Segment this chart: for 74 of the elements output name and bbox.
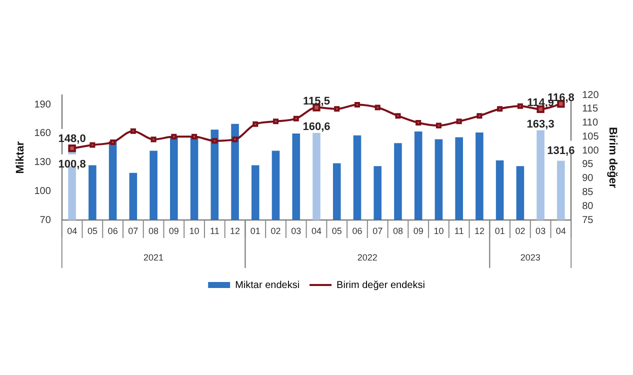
point — [232, 136, 238, 142]
y-tick-label: 100 — [34, 186, 52, 197]
x-tick-label: 10 — [189, 226, 200, 236]
legend-label: Miktar endeksi — [235, 280, 300, 291]
data-label: 148,0 — [58, 133, 86, 146]
y2-tick-label: 115 — [582, 104, 598, 115]
point — [395, 113, 401, 119]
data-label: 100,8 — [58, 158, 86, 170]
data-label: 160,6 — [302, 120, 330, 133]
point — [334, 106, 340, 112]
x-tick-label: 04 — [67, 226, 78, 236]
y2-axis-title: Birim değer — [606, 126, 618, 189]
y-tick-label: 70 — [40, 214, 52, 226]
y2-tick-label: 90 — [582, 173, 594, 184]
legend-label: Birim değer endeksi — [336, 280, 425, 291]
y2-tick-label: 75 — [582, 214, 594, 226]
y2-tick-label: 100 — [582, 145, 600, 156]
x-tick-label: 04 — [556, 226, 566, 236]
text: 2022 — [357, 252, 378, 262]
x-tick-label: 02 — [270, 226, 281, 236]
point — [130, 128, 136, 134]
x-tick-label: 09 — [413, 226, 424, 236]
x-tick-label: 03 — [536, 226, 546, 236]
y2-tick-label: 80 — [582, 200, 594, 212]
point — [150, 136, 156, 142]
point — [171, 134, 177, 140]
y2-tick-label: 95 — [582, 159, 594, 170]
point — [476, 113, 482, 119]
x-tick-label: 08 — [392, 226, 403, 236]
point — [252, 121, 258, 127]
x-tick-label: 06 — [108, 226, 118, 236]
text: 2023 — [520, 252, 540, 262]
y2-tick-label: 85 — [582, 186, 594, 198]
y2-tick-label: 120 — [582, 90, 600, 101]
x-tick-label: 11 — [210, 226, 220, 236]
y-tick-label: 160 — [34, 128, 52, 140]
point — [212, 138, 218, 144]
point — [374, 104, 380, 110]
y2-tick-label: 110 — [582, 118, 598, 129]
data-label: 163,3 — [526, 118, 554, 130]
y-tick-label: 190 — [34, 99, 52, 110]
x-tick-label: 06 — [352, 226, 362, 236]
y-tick-label: 130 — [34, 157, 52, 168]
x-tick-label: 02 — [515, 226, 526, 236]
x-tick-label: 01 — [250, 226, 260, 236]
y-axis-title: Miktar — [14, 140, 27, 174]
x-tick-label: 10 — [434, 226, 444, 236]
point — [436, 122, 442, 128]
point — [90, 142, 96, 148]
x-tick-label: 03 — [291, 226, 302, 236]
point — [497, 106, 503, 112]
point — [456, 118, 462, 124]
x-tick-label: 07 — [372, 226, 383, 236]
point — [192, 134, 198, 140]
x-tick-label: 07 — [128, 226, 138, 236]
point — [293, 116, 299, 122]
x-tick-label: 05 — [332, 226, 342, 236]
point — [272, 118, 279, 124]
x-tick-label: 01 — [494, 226, 505, 236]
x-tick-label: 12 — [474, 226, 484, 236]
x-tick-label: 04 — [311, 226, 322, 236]
point — [110, 139, 116, 145]
x-tick-label: 12 — [230, 226, 240, 236]
x-tick-label: 05 — [87, 226, 98, 236]
data-label: 115,5 — [303, 96, 330, 108]
text: 2021 — [144, 252, 164, 262]
x-tick-label: 09 — [168, 226, 179, 236]
x-tick-label: 11 — [454, 226, 464, 236]
y2-tick-label: 105 — [582, 131, 600, 142]
point — [354, 102, 360, 108]
point — [416, 120, 422, 126]
data-label: 131,6 — [547, 144, 575, 157]
point — [517, 103, 523, 109]
x-tick-label: 08 — [148, 226, 159, 236]
